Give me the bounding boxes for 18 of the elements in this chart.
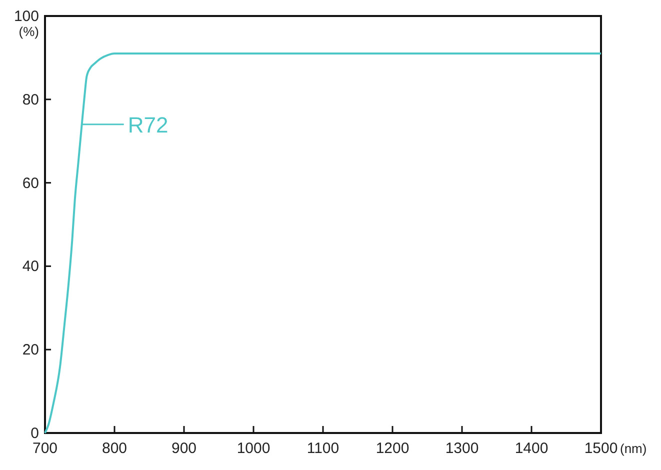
y-tick-label: 80	[22, 91, 39, 108]
annotation: R72	[128, 112, 168, 138]
x-tick-label: 700	[32, 440, 58, 457]
x-tick-label: 1300	[445, 440, 479, 457]
x-tick-label: 1200	[376, 440, 410, 457]
x-tick-label: 1100	[306, 440, 340, 457]
x-tick-label: 1500	[584, 440, 618, 457]
x-tick-label: 800	[102, 440, 128, 457]
x-tick-label: 900	[171, 440, 197, 457]
y-tick-label: 40	[22, 258, 39, 276]
y-tick-label: 0	[30, 425, 39, 442]
y-tick-label: 60	[22, 174, 39, 192]
y-axis-title: (%)	[18, 24, 39, 39]
y-tick-label: 20	[22, 342, 39, 359]
x-tick-label: 1000	[236, 440, 270, 457]
y-tick-label: 100	[14, 8, 39, 25]
x-tick-label: 1400	[514, 440, 548, 457]
x-axis-title: (nm)	[620, 441, 647, 456]
